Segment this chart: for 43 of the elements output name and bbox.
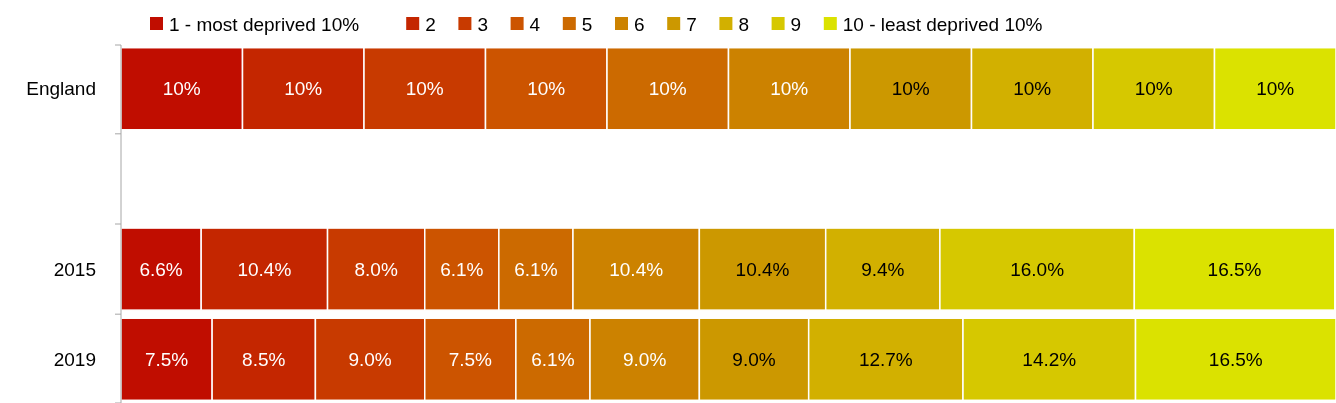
data-label: 10% xyxy=(648,78,687,100)
y-tick-label: 2015 xyxy=(53,258,96,280)
data-label: 6.1% xyxy=(514,258,558,280)
data-label: 7.5% xyxy=(144,348,189,370)
data-label: 16.0% xyxy=(1010,258,1065,280)
data-label: 10% xyxy=(1013,78,1052,100)
legend-label: 9 xyxy=(790,13,802,35)
data-label: 14.2% xyxy=(1022,348,1077,370)
data-label: 16.5% xyxy=(1207,258,1262,280)
data-label: 6.1% xyxy=(531,348,575,370)
data-label: 12.7% xyxy=(858,348,913,370)
data-label: 9.0% xyxy=(348,348,392,370)
data-label: 9.0% xyxy=(623,348,667,370)
data-label: 6.6% xyxy=(139,258,183,280)
data-label: 10% xyxy=(162,78,201,100)
legend-label: 5 xyxy=(581,13,593,35)
data-label: 9.4% xyxy=(861,258,905,280)
data-label: 10% xyxy=(1256,78,1295,100)
data-label: 10% xyxy=(284,78,323,100)
legend-label: 1 - most deprived 10% xyxy=(169,13,360,35)
data-label: 10% xyxy=(891,78,930,100)
data-label: 7.5% xyxy=(448,348,493,370)
legend-label: 10 - least deprived 10% xyxy=(842,13,1043,35)
data-label: 10% xyxy=(405,78,444,100)
y-tick-label: 2019 xyxy=(53,348,96,370)
legend-label: 4 xyxy=(529,13,541,35)
y-tick-label: England xyxy=(26,78,96,100)
data-label: 8.0% xyxy=(354,258,398,280)
data-label: 10% xyxy=(1134,78,1173,100)
data-label: 16.5% xyxy=(1208,348,1263,370)
data-label: 9.0% xyxy=(732,348,776,370)
legend-label: 2 xyxy=(425,13,436,35)
data-label: 8.5% xyxy=(242,348,286,370)
data-label: 6.1% xyxy=(440,258,484,280)
legend-label: 8 xyxy=(738,13,749,35)
data-label: 10.4% xyxy=(609,258,664,280)
data-label: 10.4% xyxy=(237,258,292,280)
data-label: 10% xyxy=(770,78,809,100)
legend-label: 6 xyxy=(634,13,645,35)
legend-label: 7 xyxy=(686,13,697,35)
data-label: 10% xyxy=(527,78,566,100)
data-label: 10.4% xyxy=(735,258,790,280)
legend-label: 3 xyxy=(477,13,488,35)
